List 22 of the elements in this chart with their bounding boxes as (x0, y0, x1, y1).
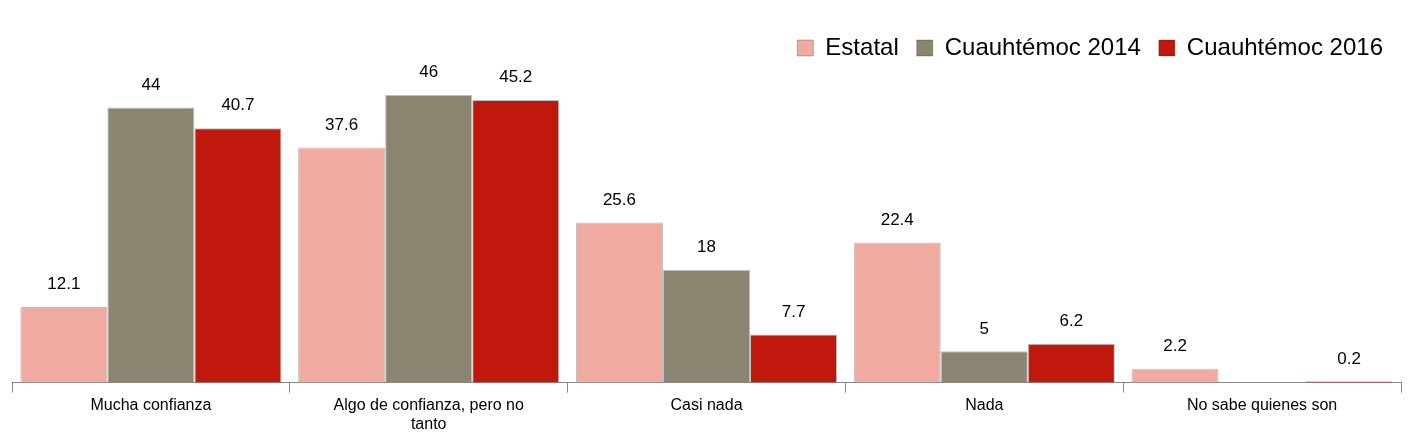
legend-label: Cuauhtémoc 2014 (944, 32, 1141, 60)
x-tick-label: Nada (965, 395, 1004, 413)
x-tick-label: No sabe quienes son (1186, 395, 1338, 413)
legend-label: Cuauhtémoc 2016 (1186, 32, 1383, 60)
data-label: 7.7 (781, 301, 806, 321)
data-label: 0.2 (1337, 348, 1361, 368)
data-label: 12.1 (47, 274, 81, 294)
x-tick-label: Mucha confianza (90, 395, 212, 413)
data-label: 5 (979, 318, 990, 338)
data-label: 45.2 (499, 67, 533, 87)
data-label: 25.6 (602, 189, 636, 209)
data-label: 22.4 (880, 209, 914, 229)
x-tick-label: Casi nada (670, 395, 743, 413)
legend-label: Estatal (825, 32, 899, 60)
data-label: 18 (697, 237, 716, 257)
data-label: 37.6 (325, 114, 359, 134)
data-label: 6.2 (1059, 311, 1084, 331)
data-label: 46 (419, 62, 439, 82)
x-tick-label: Algo de confianza, pero no tanto (333, 395, 524, 432)
data-label: 2.2 (1163, 336, 1187, 356)
data-label: 44 (141, 74, 161, 94)
data-label: 40.7 (221, 95, 255, 115)
